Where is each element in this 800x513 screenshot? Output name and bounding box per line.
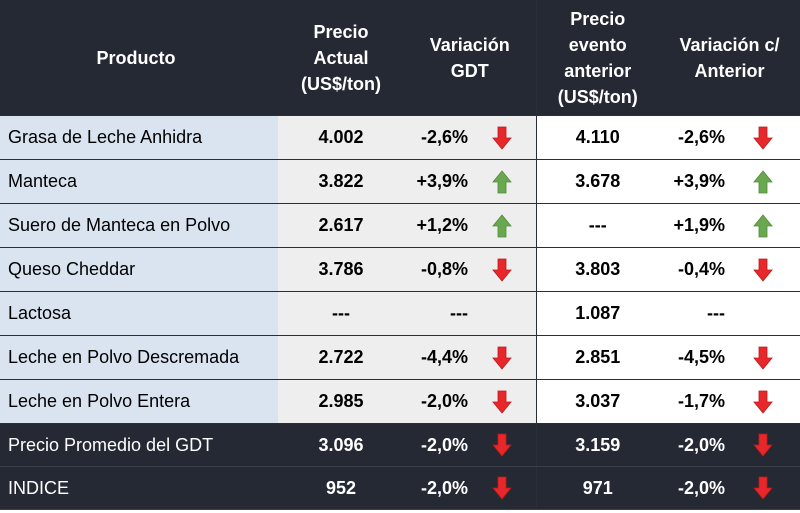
- previous-price: 3.678: [535, 159, 659, 204]
- variation-previous-value: -2,6%: [677, 127, 725, 147]
- current-price: 3.822: [278, 159, 404, 204]
- arrow-up-icon: [492, 169, 512, 193]
- header-precio-anterior: Precio evento anterior (US$/ton): [535, 0, 659, 116]
- variation-previous-value: +1,9%: [673, 215, 725, 235]
- variation-previous-value: -2,0%: [677, 434, 725, 455]
- arrow-down-icon: [492, 126, 512, 150]
- arrow-down-icon: [753, 126, 773, 150]
- variation-previous: -2,0%: [659, 466, 800, 510]
- variation-previous: -2,0%: [659, 423, 800, 467]
- variation-gdt-value: -2,0%: [420, 477, 468, 498]
- header-producto: Producto: [0, 0, 278, 116]
- product-name: Leche en Polvo Entera: [0, 379, 278, 424]
- arrow-down-icon: [753, 258, 773, 282]
- product-name: INDICE: [0, 466, 278, 510]
- product-name: Precio Promedio del GDT: [0, 423, 278, 467]
- arrow-down-icon: [492, 433, 512, 457]
- previous-price: 2.851: [535, 335, 659, 380]
- product-name: Grasa de Leche Anhidra: [0, 115, 278, 160]
- arrow-down-icon: [753, 476, 773, 500]
- variation-gdt: -0,8%: [404, 247, 536, 292]
- variation-gdt-value: -2,0%: [420, 434, 468, 455]
- variation-gdt-value: -2,0%: [420, 391, 468, 411]
- variation-gdt: +1,2%: [404, 203, 536, 248]
- current-price: 952: [278, 466, 404, 510]
- variation-previous: -4,5%: [659, 335, 800, 380]
- variation-previous: +3,9%: [659, 159, 800, 204]
- previous-price: 3.159: [535, 423, 659, 467]
- arrow-down-icon: [492, 390, 512, 414]
- table-row: Manteca 3.822 +3,9% 3.678 +3,9%: [0, 159, 800, 204]
- current-price: 2.617: [278, 203, 404, 248]
- current-price: ---: [278, 291, 404, 336]
- previous-price: 4.110: [535, 115, 659, 160]
- variation-gdt: -2,0%: [404, 466, 536, 510]
- arrow-down-icon: [753, 346, 773, 370]
- table-row: Grasa de Leche Anhidra 4.002 -2,6% 4.110 -2,…: [0, 115, 800, 160]
- current-price: 2.722: [278, 335, 404, 380]
- variation-previous-value: -1,7%: [677, 391, 725, 411]
- table-row: Suero de Manteca en Polvo 2.617 +1,2% --- +1…: [0, 203, 800, 248]
- previous-price: 971: [535, 466, 659, 510]
- table-row: Leche en Polvo Entera 2.985 -2,0% 3.037 -1,7…: [0, 379, 800, 424]
- current-price: 3.096: [278, 423, 404, 467]
- header-variacion-anterior: Variación c/Anterior: [659, 0, 800, 116]
- product-name: Lactosa: [0, 291, 278, 336]
- summary-row: INDICE 952 -2,0% 971 -2,0%: [0, 466, 800, 510]
- arrow-down-icon: [753, 390, 773, 414]
- product-name: Leche en Polvo Descremada: [0, 335, 278, 380]
- variation-gdt-value: +1,2%: [416, 215, 468, 235]
- product-name: Queso Cheddar: [0, 247, 278, 292]
- table-row: Leche en Polvo Descremada 2.722 -4,4% 2.851…: [0, 335, 800, 380]
- table-row: Queso Cheddar 3.786 -0,8% 3.803 -0,4%: [0, 247, 800, 292]
- variation-previous-value: +3,9%: [673, 171, 725, 191]
- summary-row: Precio Promedio del GDT 3.096 -2,0% 3.159 -2…: [0, 423, 800, 467]
- variation-gdt: -2,6%: [404, 115, 536, 160]
- arrow-up-icon: [753, 169, 773, 193]
- arrow-up-icon: [492, 213, 512, 237]
- arrow-up-icon: [753, 213, 773, 237]
- variation-previous: -2,6%: [659, 115, 800, 160]
- variation-gdt-value: -0,8%: [420, 259, 468, 279]
- product-name: Manteca: [0, 159, 278, 204]
- previous-price: 1.087: [535, 291, 659, 336]
- header-variacion-gdt: Variación GDT: [404, 0, 536, 116]
- variation-gdt-value: ---: [450, 303, 468, 323]
- variation-gdt: +3,9%: [404, 159, 536, 204]
- arrow-down-icon: [492, 476, 512, 500]
- variation-gdt: -2,0%: [404, 423, 536, 467]
- variation-gdt: -4,4%: [404, 335, 536, 380]
- previous-price: 3.803: [535, 247, 659, 292]
- variation-gdt: ---: [404, 291, 536, 336]
- variation-previous: +1,9%: [659, 203, 800, 248]
- variation-previous-value: ---: [707, 303, 725, 323]
- previous-price: ---: [535, 203, 659, 248]
- table-row: Lactosa --- --- 1.087 ---: [0, 291, 800, 336]
- header-precio-actual: Precio Actual (US$/ton): [278, 0, 404, 116]
- variation-previous-value: -0,4%: [677, 259, 725, 279]
- current-price: 2.985: [278, 379, 404, 424]
- arrow-down-icon: [492, 346, 512, 370]
- header-row: Producto Precio Actual (US$/ton) Variación…: [0, 0, 800, 116]
- variation-gdt-value: -4,4%: [420, 347, 468, 367]
- current-price: 3.786: [278, 247, 404, 292]
- variation-previous: -1,7%: [659, 379, 800, 424]
- variation-previous-value: -2,0%: [677, 477, 725, 498]
- variation-gdt: -2,0%: [404, 379, 536, 424]
- variation-gdt-value: +3,9%: [416, 171, 468, 191]
- variation-previous-value: -4,5%: [677, 347, 725, 367]
- variation-previous: ---: [659, 291, 800, 336]
- previous-price: 3.037: [535, 379, 659, 424]
- product-name: Suero de Manteca en Polvo: [0, 203, 278, 248]
- variation-previous: -0,4%: [659, 247, 800, 292]
- current-price: 4.002: [278, 115, 404, 160]
- arrow-down-icon: [753, 433, 773, 457]
- arrow-down-icon: [492, 258, 512, 282]
- variation-gdt-value: -2,6%: [420, 127, 468, 147]
